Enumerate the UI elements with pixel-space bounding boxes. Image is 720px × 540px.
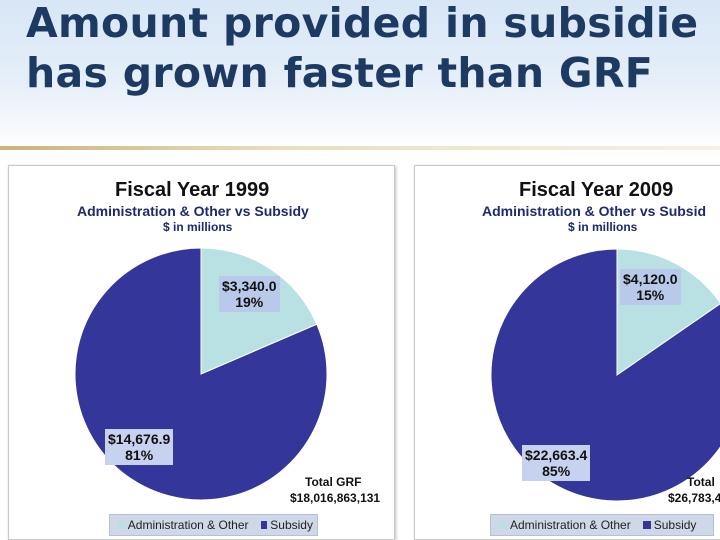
chart-panel-2009: Fiscal Year 2009 Administration & Other … <box>414 165 720 540</box>
title-band <box>0 0 720 150</box>
data-label-subsidy-2009-value: $22,663.4 <box>525 447 588 463</box>
title-accent-line <box>0 146 720 150</box>
chart-title-2009: Fiscal Year 2009 <box>519 179 674 201</box>
slide-title: Amount provided in subsidie has grown fa… <box>26 0 720 98</box>
legend-item-admin: Administration & Other <box>510 518 631 532</box>
total-label-2009: Total <box>687 475 715 489</box>
data-label-subsidy-1999: $14,676.9 81% <box>105 429 174 465</box>
total-value-2009: $26,783,4 <box>668 491 720 505</box>
data-label-subsidy-1999-percent: 81% <box>125 447 154 463</box>
chart-subtitle-2009: Administration & Other vs Subsid <box>482 203 707 219</box>
legend-1999: Administration & Other Subsidy <box>109 514 318 536</box>
total-value-1999: $18,016,863,131 <box>290 491 381 505</box>
data-label-admin-1999-percent: 19% <box>235 294 264 310</box>
data-label-admin-1999-value: $3,340.0 <box>222 278 277 294</box>
legend-swatch-admin <box>499 521 507 529</box>
chart-subtitle-1999: Administration & Other vs Subsidy <box>77 203 309 219</box>
legend-item-subsidy: Subsidy <box>270 518 313 532</box>
slide-title-line-1: Amount provided in subsidie <box>26 0 699 47</box>
legend-item-subsidy: Subsidy <box>653 518 697 532</box>
chart-units-2009: $ in millions <box>568 220 638 234</box>
pie-slice-subsidy-2009 <box>490 248 720 502</box>
total-label-1999: Total GRF <box>305 475 362 489</box>
data-label-subsidy-2009: $22,663.4 85% <box>522 445 591 481</box>
legend-swatch-subsidy <box>260 521 268 529</box>
data-label-admin-1999: $3,340.0 19% <box>219 276 280 312</box>
data-label-subsidy-2009-percent: 85% <box>542 463 571 479</box>
data-label-admin-2009-value: $4,120.0 <box>623 271 678 287</box>
chart-units-1999: $ in millions <box>163 220 233 234</box>
legend-swatch-subsidy <box>642 521 651 529</box>
legend-swatch-admin <box>118 521 125 529</box>
data-label-admin-2009-percent: 15% <box>636 287 665 303</box>
slide-title-line-2: has grown faster than GRF <box>26 49 654 97</box>
chart-title-1999: Fiscal Year 1999 <box>115 179 270 201</box>
data-label-admin-2009: $4,120.0 15% <box>620 269 681 305</box>
data-label-subsidy-1999-value: $14,676.9 <box>108 431 171 447</box>
chart-panel-1999: Fiscal Year 1999 Administration & Other … <box>8 165 395 540</box>
legend-item-admin: Administration & Other <box>127 518 249 532</box>
legend-2009: Administration & Other Subsidy <box>490 514 714 536</box>
